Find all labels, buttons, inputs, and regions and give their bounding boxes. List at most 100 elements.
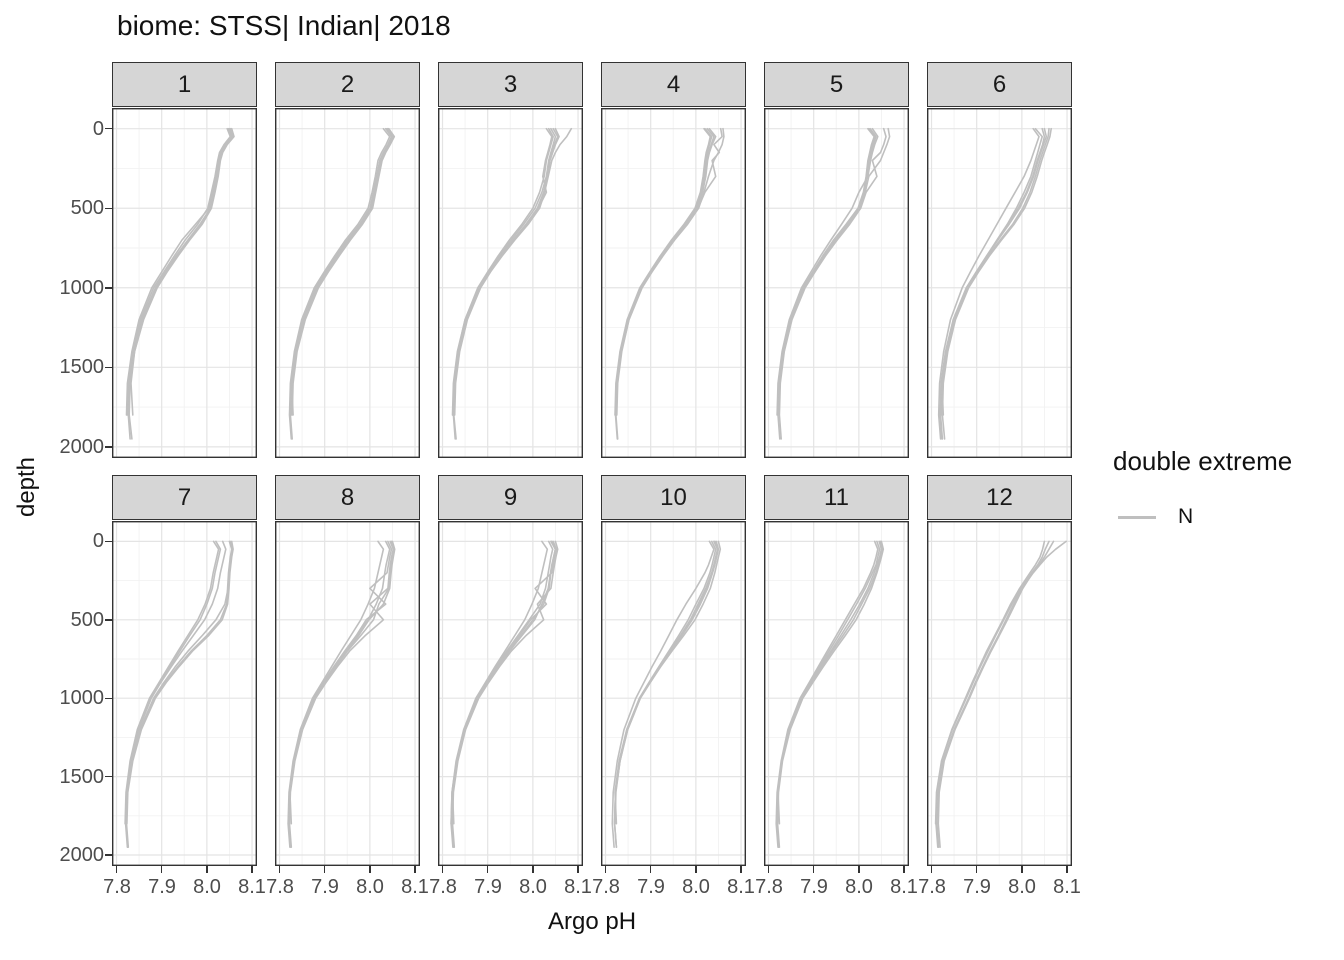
legend-line-swatch [1118, 515, 1156, 519]
x-axis-tick-label: 8.0 [682, 876, 710, 898]
facet-strip-label: 3 [503, 70, 518, 98]
x-axis-tick-label: 8.1 [401, 876, 429, 898]
profile-line [453, 127, 557, 440]
x-axis-tick-mark [323, 866, 326, 873]
panel-border [764, 521, 909, 866]
profile-line [291, 127, 396, 416]
facet-panel-1 [112, 108, 257, 458]
profile-line [937, 127, 1040, 440]
facet-panel-6 [927, 108, 1072, 458]
facet-strip-label: 11 [824, 483, 849, 511]
facet-strip-2: 2 [275, 62, 420, 107]
profile-line [778, 127, 891, 416]
x-axis-tick-label: 8.1 [564, 876, 592, 898]
x-axis-tick-label: 8.1 [727, 876, 755, 898]
profile-line [776, 540, 885, 848]
legend-item: N [1113, 505, 1292, 529]
x-axis-tick-mark [160, 866, 163, 873]
legend-item-label: N [1178, 505, 1194, 528]
profile-line [128, 127, 235, 440]
panel-border [112, 521, 257, 866]
profile-line [451, 540, 557, 825]
x-axis-tick-label: 8.0 [356, 876, 384, 898]
y-axis-tick-label: 1500 [59, 766, 105, 788]
x-axis-tick-label: 7.9 [800, 876, 828, 898]
y-axis-title: depth [13, 456, 40, 518]
x-axis-tick-label: 7.9 [148, 876, 176, 898]
x-axis-tick-label: 7.8 [918, 876, 946, 898]
plot-title: biome: STSS| Indian| 2018 [117, 10, 451, 41]
facet-strip-label: 1 [177, 70, 192, 98]
x-axis-tick-mark [414, 866, 416, 873]
x-axis-tick-label: 7.8 [429, 876, 457, 898]
profile-line [777, 127, 875, 440]
profile-line [614, 127, 712, 416]
profile-line [614, 540, 720, 825]
y-axis-tick-mark [105, 854, 112, 856]
facet-strip-label: 12 [986, 483, 1013, 511]
profile-line [452, 127, 559, 440]
profile-line [451, 127, 553, 416]
profile-line [613, 540, 719, 825]
profile-line [941, 127, 1052, 440]
x-axis-tick-mark [930, 866, 933, 873]
legend: double extreme N [1113, 446, 1292, 529]
facet-panel-4 [601, 108, 746, 458]
y-axis-tick-label: 2000 [59, 844, 105, 866]
x-axis-tick-mark [532, 866, 534, 873]
profile-line [453, 127, 560, 416]
x-axis-tick-label: 8.0 [193, 876, 221, 898]
x-axis-tick-label: 8.0 [845, 876, 873, 898]
x-axis-tick-mark [649, 866, 652, 873]
facet-strip-label: 2 [340, 70, 355, 98]
profile-line [614, 540, 717, 825]
profile-line [288, 540, 396, 825]
profile-line [124, 540, 222, 848]
facet-strip-8: 8 [275, 475, 420, 520]
x-axis-tick-mark [486, 866, 489, 873]
facet-panel-3 [438, 108, 583, 458]
y-axis-tick-mark [105, 287, 112, 289]
y-axis-tick-label: 0 [92, 530, 104, 552]
profile-line [613, 540, 719, 848]
facet-panel-9 [438, 521, 583, 866]
x-axis-tick-mark [903, 866, 905, 873]
panel-border [927, 108, 1072, 458]
x-axis-tick-mark [577, 866, 579, 873]
profile-line [615, 127, 717, 416]
profile-line [776, 127, 879, 416]
x-axis-tick-mark [115, 866, 118, 873]
facet-strip-3: 3 [438, 62, 583, 107]
profile-line [611, 540, 715, 848]
profile-line [130, 127, 234, 416]
x-axis-tick-mark [1021, 866, 1023, 873]
x-axis-tick-label: 8.0 [1008, 876, 1036, 898]
facet-strip-label: 8 [340, 483, 355, 511]
profile-line [453, 127, 573, 416]
profile-line [125, 127, 233, 416]
panel-border [764, 108, 909, 458]
facet-strip-12: 12 [927, 475, 1072, 520]
facet-strip-1: 1 [112, 62, 257, 107]
y-axis-tick-label: 500 [70, 197, 104, 219]
y-axis-tick-label: 1000 [59, 687, 105, 709]
facet-strip-7: 7 [112, 475, 257, 520]
profile-line [450, 540, 558, 825]
profile-line [937, 540, 1055, 848]
y-axis-tick-label: 500 [70, 609, 104, 631]
profile-line [615, 127, 725, 416]
x-axis-tick-mark [767, 866, 770, 873]
y-axis-tick-mark [105, 775, 112, 778]
facet-strip-label: 6 [992, 70, 1007, 98]
y-axis-tick-mark [105, 127, 112, 130]
facet-strip-label: 7 [177, 483, 192, 511]
panel-border [438, 521, 583, 866]
y-axis-tick-label: 0 [92, 118, 104, 140]
y-axis-tick-mark [105, 540, 112, 543]
x-axis-tick-label: 7.8 [755, 876, 783, 898]
x-axis-tick-label: 7.8 [266, 876, 294, 898]
facet-panel-7 [112, 521, 257, 866]
facet-panel-2 [275, 108, 420, 458]
panel-border [601, 108, 746, 458]
